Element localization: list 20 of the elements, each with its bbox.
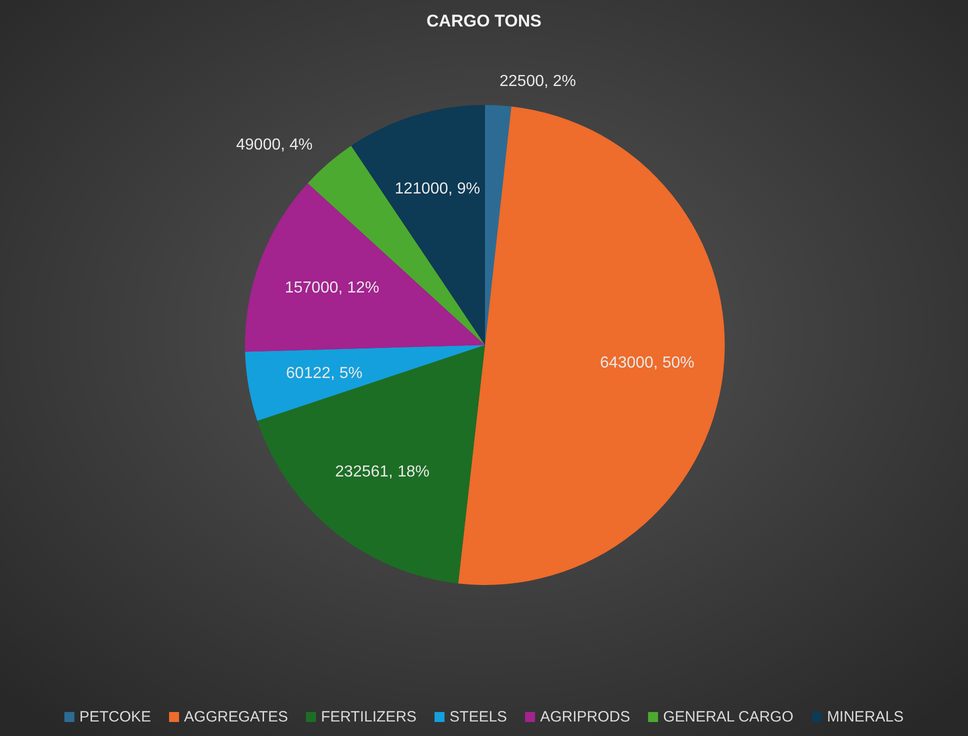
data-label: 232561, 18% [335,463,430,480]
data-label: 121000, 9% [394,180,480,198]
pie-slice [257,345,485,584]
legend-label: PETCOKE [79,708,152,726]
pie-slice [485,105,512,345]
pie-slice [458,106,724,585]
data-label: 22500, 2% [500,72,576,90]
legend-label: STEELS [450,708,508,726]
data-label: 49000, 4% [236,136,313,154]
data-label: 643000, 50% [600,354,694,372]
chart-title: CARGO TONS [426,12,542,30]
legend-label: AGRIPRODS [540,708,630,726]
legend-label: AGGREGATES [184,708,288,726]
legend-label: MINERALS [826,708,904,726]
data-label: 60122, 5% [286,364,363,382]
pie-slice [245,183,485,352]
pie-slice [245,345,485,421]
legend-label: FERTILIZERS [320,708,417,726]
legend-label: GENERAL CARGO [663,708,794,726]
data-label: 157000, 12% [284,280,380,297]
